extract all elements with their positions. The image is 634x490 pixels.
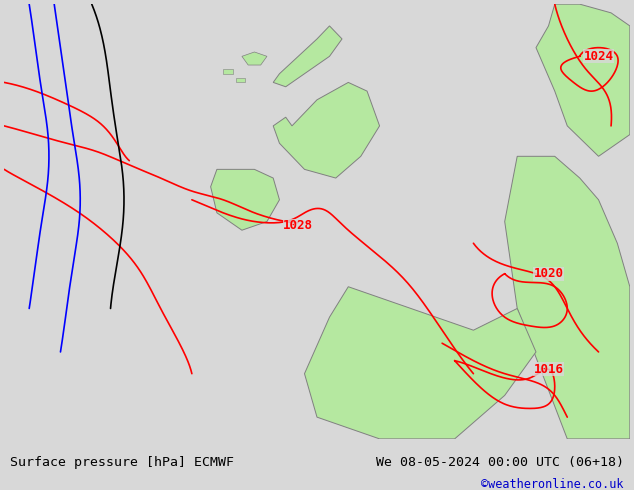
Polygon shape: [223, 70, 233, 74]
Text: ©weatheronline.co.uk: ©weatheronline.co.uk: [481, 478, 624, 490]
Polygon shape: [273, 26, 342, 87]
Text: 1020: 1020: [533, 267, 564, 280]
Polygon shape: [273, 82, 380, 178]
Text: 1028: 1028: [283, 220, 313, 232]
Text: We 08-05-2024 00:00 UTC (06+18): We 08-05-2024 00:00 UTC (06+18): [375, 456, 624, 469]
Text: Surface pressure [hPa] ECMWF: Surface pressure [hPa] ECMWF: [10, 456, 235, 469]
Polygon shape: [236, 78, 245, 82]
Polygon shape: [242, 52, 267, 65]
Polygon shape: [505, 156, 630, 439]
Polygon shape: [210, 170, 280, 230]
Text: 1016: 1016: [533, 363, 564, 376]
Text: 1024: 1024: [583, 50, 614, 63]
Polygon shape: [536, 4, 630, 156]
Polygon shape: [304, 287, 536, 439]
